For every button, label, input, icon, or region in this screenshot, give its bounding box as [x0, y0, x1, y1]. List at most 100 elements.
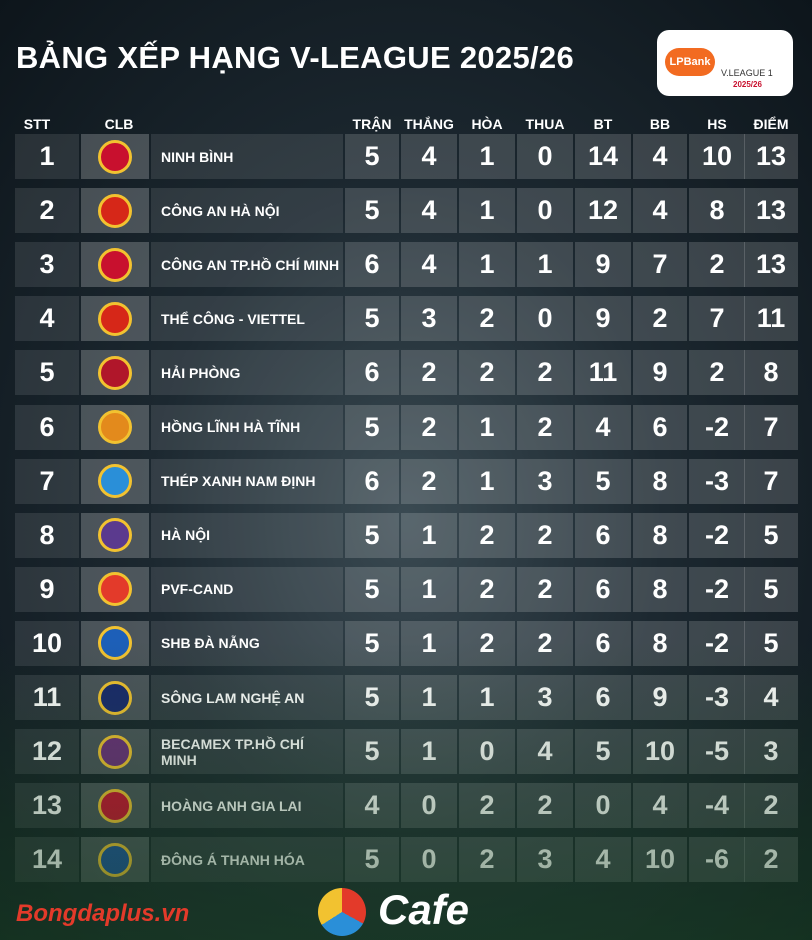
- stat-cell: 2: [401, 404, 457, 450]
- club-name: CÔNG AN TP.HỒ CHÍ MINH: [151, 242, 343, 288]
- club-name: HỒNG LĨNH HÀ TĨNH: [151, 404, 343, 450]
- stat-cell: 2: [517, 566, 573, 612]
- stat-cell: 3: [517, 675, 573, 720]
- stat-cell: 2: [459, 837, 515, 883]
- stat-cell: 2: [459, 566, 515, 612]
- stat-cell: 4: [633, 783, 687, 829]
- stat-cell: 4: [401, 242, 457, 288]
- stat-cell: 5: [345, 296, 399, 342]
- stat-cell: 10: [633, 837, 687, 883]
- stat-cell: 6: [575, 512, 631, 558]
- rank: 14: [15, 837, 79, 883]
- stat-cell: 1: [459, 404, 515, 450]
- stat-cell: 2: [459, 512, 515, 558]
- club-logo-cell: [81, 458, 149, 504]
- stat-cell: 5: [744, 512, 798, 558]
- club-logo: [98, 193, 132, 228]
- stat-cell: 6: [345, 242, 399, 288]
- stat-cell: 1: [459, 134, 515, 179]
- club-name: SÔNG LAM NGHỆ AN: [151, 675, 343, 720]
- stat-cell: 2: [459, 296, 515, 342]
- club-name: PVF-CAND: [151, 566, 343, 612]
- stat-cell: 1: [401, 512, 457, 558]
- club-name: ĐÔNG Á THANH HÓA: [151, 837, 343, 883]
- stat-cell: 5: [345, 620, 399, 666]
- logo-season: 2025/26: [733, 80, 762, 89]
- stat-cell: 4: [633, 134, 687, 179]
- club-logo-cell: [81, 242, 149, 288]
- rank: 6: [15, 404, 79, 450]
- stat-cell: 0: [401, 837, 457, 883]
- stat-cell: 5: [345, 837, 399, 883]
- stat-cell: 1: [401, 675, 457, 720]
- club-logo: [98, 464, 132, 499]
- stat-cell: 11: [744, 296, 798, 342]
- stat-cell: -3: [689, 458, 745, 504]
- rank: 13: [15, 783, 79, 829]
- club-logo-cell: [81, 566, 149, 612]
- stat-cell: 2: [633, 296, 687, 342]
- club-logo: [98, 355, 132, 390]
- rank: 1: [15, 134, 79, 179]
- column-header: THUA: [525, 116, 565, 132]
- stat-cell: 9: [633, 675, 687, 720]
- stat-cell: 7: [744, 404, 798, 450]
- stat-cell: 6: [575, 566, 631, 612]
- club-name: BECAMEX TP.HỒ CHÍ MINH: [151, 729, 343, 775]
- club-logo: [98, 734, 132, 769]
- stat-cell: 4: [345, 783, 399, 829]
- stat-cell: 4: [517, 729, 573, 775]
- stat-cell: 1: [401, 620, 457, 666]
- stat-cell: 2: [401, 350, 457, 396]
- stat-cell: 7: [744, 458, 798, 504]
- rank: 8: [15, 512, 79, 558]
- stat-cell: 4: [575, 837, 631, 883]
- stat-cell: 8: [633, 458, 687, 504]
- column-header: TRẬN: [352, 116, 392, 132]
- stat-cell: 2: [517, 404, 573, 450]
- rank: 10: [15, 620, 79, 666]
- stat-cell: 2: [689, 350, 745, 396]
- stat-cell: 1: [517, 242, 573, 288]
- stat-cell: 6: [345, 350, 399, 396]
- stat-cell: 0: [401, 783, 457, 829]
- logo-league: V.LEAGUE 1: [721, 68, 773, 78]
- stat-cell: 3: [517, 458, 573, 504]
- stat-cell: 2: [517, 620, 573, 666]
- stat-cell: -2: [689, 404, 745, 450]
- stat-cell: 6: [345, 458, 399, 504]
- source: Bongdaplus.vn: [16, 900, 190, 927]
- stat-cell: 6: [575, 675, 631, 720]
- stat-cell: 11: [575, 350, 631, 396]
- stat-cell: 2: [517, 512, 573, 558]
- stat-cell: 5: [744, 566, 798, 612]
- stat-cell: 5: [345, 675, 399, 720]
- stat-cell: 9: [575, 242, 631, 288]
- club-logo-cell: [81, 620, 149, 666]
- club-logo-cell: [81, 296, 149, 342]
- stat-cell: 8: [689, 188, 745, 234]
- club-logo-cell: [81, 404, 149, 450]
- club-logo-cell: [81, 134, 149, 179]
- stat-cell: 8: [633, 620, 687, 666]
- stat-cell: 4: [633, 188, 687, 234]
- column-header: STT: [23, 116, 51, 132]
- rank: 5: [15, 350, 79, 396]
- club-logo: [98, 788, 132, 823]
- club-logo: [98, 301, 132, 336]
- club-logo: [98, 139, 132, 174]
- stat-cell: 5: [744, 620, 798, 666]
- league-logo: LPBank V.LEAGUE 1 2025/26: [657, 30, 793, 96]
- club-logo-cell: [81, 350, 149, 396]
- stat-cell: 8: [744, 350, 798, 396]
- club-name: CÔNG AN HÀ NỘI: [151, 188, 343, 234]
- stat-cell: 8: [633, 566, 687, 612]
- rank: 9: [15, 566, 79, 612]
- stat-cell: 10: [633, 729, 687, 775]
- club-name: HÀ NỘI: [151, 512, 343, 558]
- club-logo-cell: [81, 188, 149, 234]
- rank: 2: [15, 188, 79, 234]
- stat-cell: 9: [633, 350, 687, 396]
- club-name: THÉP XANH NAM ĐỊNH: [151, 458, 343, 504]
